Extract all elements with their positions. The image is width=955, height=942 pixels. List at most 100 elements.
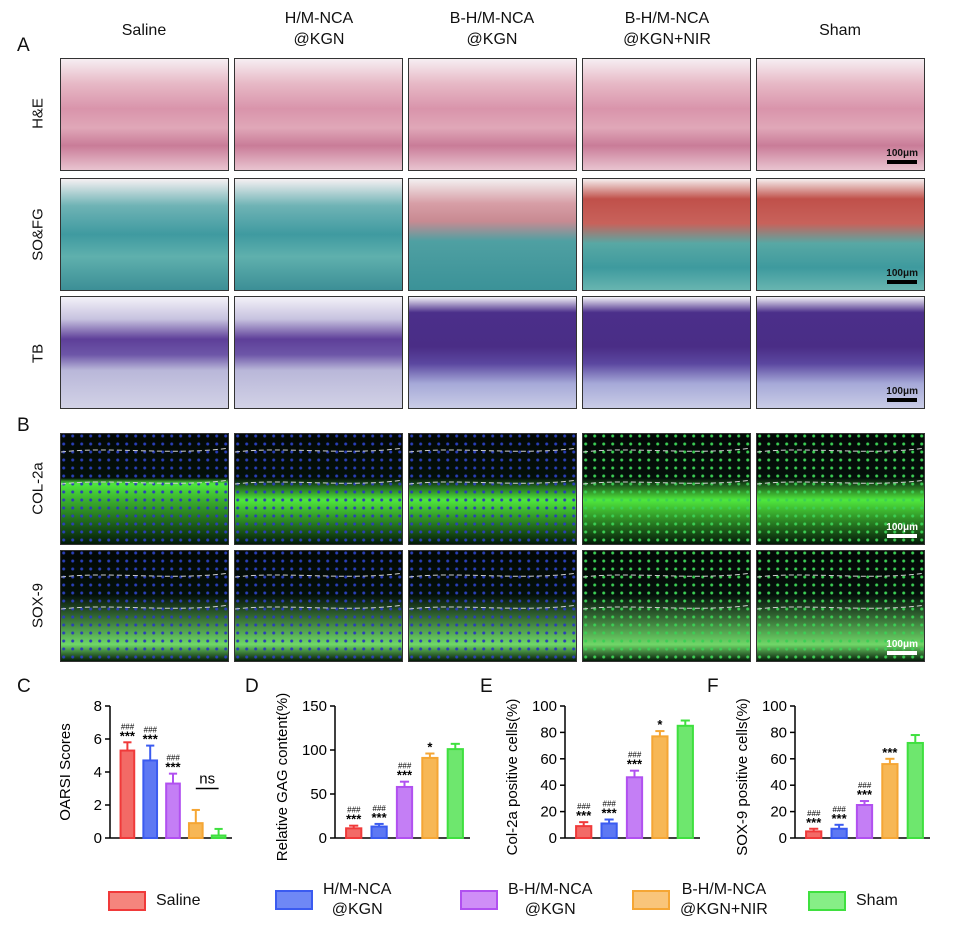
y-tick-label: 60	[770, 751, 787, 768]
tb-image-bhm-nca-kgn-nir	[582, 296, 751, 409]
column-header-bhm-nca-kgn: B-H/M-NCA @KGN	[449, 10, 535, 48]
panel-letter-a: A	[17, 35, 30, 56]
boundary-line	[61, 479, 228, 485]
significance-stars: ***	[857, 787, 873, 802]
bar	[187, 822, 204, 840]
tb-image-hm-nca-kgn	[234, 296, 403, 409]
sox9-image-sham: 100μm	[756, 550, 925, 662]
legend-swatch-hm-nca-kgn	[275, 890, 313, 910]
boundary-line	[409, 447, 576, 453]
y-tick-label: 40	[770, 777, 787, 794]
significance-hash: ###	[121, 722, 135, 731]
significance-hash: ###	[347, 806, 361, 815]
y-tick-label: 0	[94, 830, 102, 847]
y-tick-label: 20	[540, 804, 557, 821]
significance-stars: ***	[346, 812, 362, 827]
legend-item-bhm-nca-kgn: B-H/M-NCA @KGN	[460, 880, 592, 920]
legend-label-sham: Sham	[856, 892, 898, 909]
legend-item-hm-nca-kgn: H/M-NCA @KGN	[275, 880, 391, 920]
scale-bar: 100μm	[886, 639, 918, 655]
he-image-bhm-nca-kgn-nir	[582, 58, 751, 171]
boundary-line	[583, 447, 750, 453]
he-image-hm-nca-kgn	[234, 58, 403, 171]
significance-stars: ***	[165, 760, 181, 775]
column-header-saline: Saline	[121, 22, 167, 39]
legend-swatch-bhm-nca-kgn-nir	[632, 890, 670, 910]
boundary-line	[409, 572, 576, 578]
bar	[625, 776, 644, 840]
col2a-image-bhm-nca-kgn-nir	[582, 433, 751, 545]
bar	[210, 834, 227, 840]
scale-bar-label: 100μm	[886, 522, 918, 533]
y-tick-label: 0	[779, 830, 787, 847]
y-axis-label: SOX-9 positive cells(%)	[734, 698, 751, 856]
cartilage-boundary-lines	[757, 572, 924, 610]
y-tick-label: 0	[549, 830, 557, 847]
bar	[881, 763, 899, 840]
y-tick-label: 100	[302, 742, 327, 759]
sox9-image-saline	[60, 550, 229, 662]
significance-hash: ###	[628, 751, 642, 760]
y-tick-label: 20	[770, 804, 787, 821]
y-axis-label: Col-2a positive cells(%)	[504, 699, 521, 856]
scale-bar: 100μm	[886, 522, 918, 538]
legend-label-saline: Saline	[156, 892, 201, 909]
bar	[345, 827, 363, 840]
bar	[855, 804, 874, 839]
significance-hash: ###	[372, 804, 386, 813]
sox9-image-bhm-nca-kgn-nir	[582, 550, 751, 662]
scale-bar: 100μm	[886, 386, 918, 402]
boundary-line	[61, 572, 228, 578]
boundary-line	[757, 604, 924, 610]
tb-image-sham: 100μm	[756, 296, 925, 409]
significance-stars: ***	[882, 745, 898, 760]
significance-stars: *	[657, 717, 663, 732]
panel-letter-f: F	[707, 676, 719, 697]
bar	[370, 825, 388, 839]
bar	[119, 749, 136, 839]
boundary-line	[409, 604, 576, 610]
significance-hash: ###	[166, 754, 180, 763]
significance-stars: ***	[576, 808, 592, 823]
legend-swatch-bhm-nca-kgn	[460, 890, 498, 910]
significance-hash: ###	[858, 781, 872, 790]
boundary-line	[757, 572, 924, 578]
boundary-line	[757, 479, 924, 485]
significance-hash: ###	[144, 726, 158, 735]
boundary-line	[235, 447, 402, 453]
significance-hash: ###	[807, 809, 821, 818]
panel-letter-d: D	[245, 676, 259, 697]
significance-hash: ###	[577, 802, 591, 811]
col2a-image-bhm-nca-kgn	[408, 433, 577, 545]
bar	[575, 825, 593, 839]
legend-item-saline: Saline	[108, 891, 200, 911]
tb-image-saline	[60, 296, 229, 409]
significance-stars: ***	[602, 806, 618, 821]
significance-stars: ***	[143, 732, 159, 747]
y-tick-label: 60	[540, 751, 557, 768]
significance-stars: ***	[627, 757, 643, 772]
cartilage-boundary-lines	[409, 447, 576, 485]
significance-stars: ***	[832, 811, 848, 826]
col2a-image-sham: 100μm	[756, 433, 925, 545]
legend-swatch-saline	[108, 891, 146, 911]
cartilage-boundary-lines	[61, 447, 228, 485]
legend-swatch-sham	[808, 891, 846, 911]
cartilage-boundary-lines	[583, 447, 750, 485]
y-tick-label: 80	[770, 724, 787, 741]
cartilage-boundary-lines	[409, 572, 576, 610]
y-axis-label: OARSI Scores	[57, 723, 74, 821]
bar	[421, 756, 439, 839]
scale-bar: 100μm	[886, 148, 918, 164]
scale-bar: 100μm	[886, 268, 918, 284]
bar	[142, 759, 159, 840]
y-tick-label: 6	[94, 731, 102, 748]
significance-label: ns	[199, 771, 215, 788]
tb-image-bhm-nca-kgn	[408, 296, 577, 409]
y-tick-label: 40	[540, 777, 557, 794]
bar	[805, 830, 823, 840]
cartilage-boundary-lines	[583, 572, 750, 610]
significance-stars: ***	[120, 728, 136, 743]
column-header-bhm-nca-kgn-nir: B-H/M-NCA @KGN+NIR	[623, 10, 711, 48]
